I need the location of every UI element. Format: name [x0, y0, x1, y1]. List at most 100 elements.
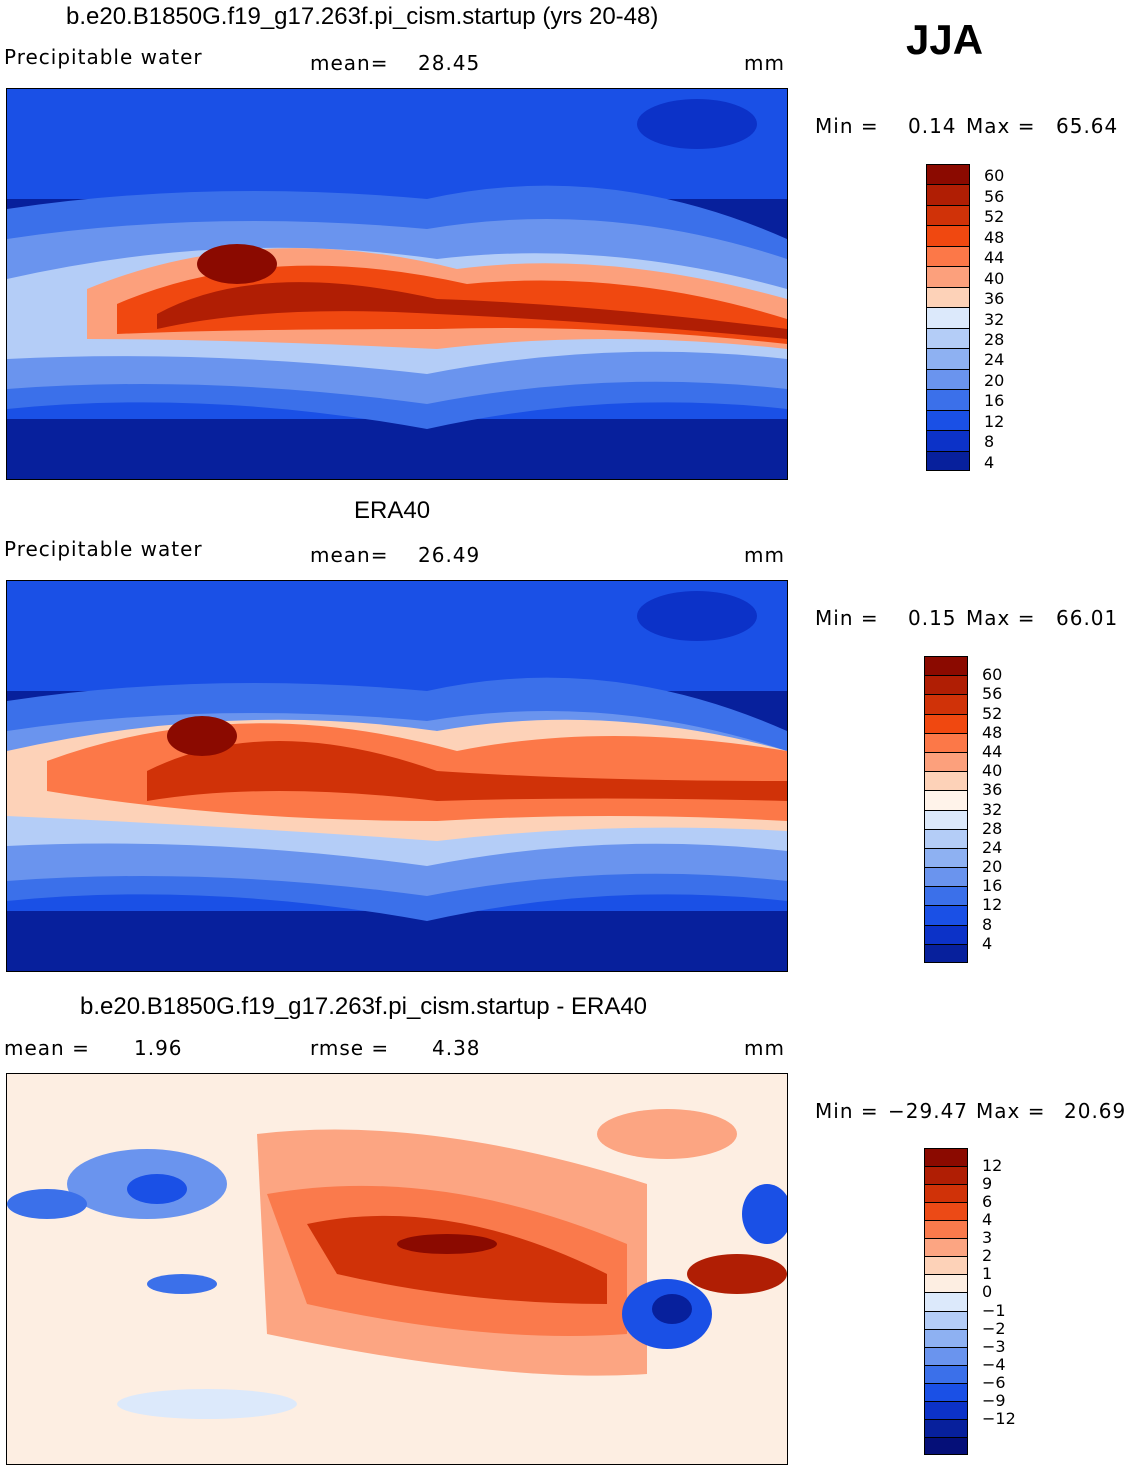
panel-diff-mean-value: 1.96 [134, 1036, 183, 1060]
colorbar-tick-label: 0 [982, 1282, 993, 1302]
panel-model-colorbar: 60 56 52 48 44 40 36 32 28 24 20 16 12 8 4 [926, 164, 1004, 471]
colorbar-swatch [926, 348, 970, 369]
colorbar-tick-label: −1 [982, 1300, 1006, 1320]
colorbar-swatch [924, 713, 968, 733]
colorbar-swatch [924, 886, 968, 906]
colorbar-tick-label: 36 [984, 289, 1005, 309]
colorbar-swatch [926, 184, 970, 205]
colorbar-swatch [924, 847, 968, 868]
colorbar-swatch [924, 1238, 968, 1257]
panel-obs-title: ERA40 [354, 497, 431, 524]
colorbar-tick-label: 3 [982, 1228, 993, 1248]
panel-model-title: b.e20.B1850G.f19_g17.263f.pi_cism.startu… [66, 3, 659, 30]
colorbar-tick-label: 4 [984, 452, 995, 472]
colorbar-tick-label: 24 [984, 350, 1005, 370]
colorbar-swatch [924, 771, 968, 791]
panel-obs-variable-label: Precipitable water [4, 537, 203, 561]
colorbar-tick-label: 40 [984, 268, 1005, 288]
colorbar-swatch [924, 1292, 968, 1311]
colorbar-swatch [924, 1310, 968, 1329]
colorbar-swatch [924, 1274, 968, 1293]
colorbar-outline [924, 1148, 968, 1455]
panel-diff-map [6, 1073, 788, 1465]
colorbar-swatch [924, 828, 968, 848]
colorbar-swatch [926, 389, 970, 410]
colorbar-tick-label: 48 [984, 227, 1005, 247]
colorbar-tick-label: 8 [982, 914, 993, 934]
colorbar-tick-label: 28 [984, 329, 1005, 349]
colorbar-tick-label: 12 [982, 895, 1003, 915]
panel-model-max-label: Max = [966, 114, 1036, 138]
colorbar-swatch [924, 943, 968, 963]
colorbar-swatch [926, 327, 970, 349]
colorbar-tick-label: 44 [982, 741, 1003, 761]
panel-model-mean-value: 28.45 [418, 51, 481, 75]
colorbar-tick-label: 40 [982, 761, 1003, 781]
colorbar-swatch [926, 307, 970, 328]
colorbar-swatch [926, 430, 970, 451]
panel-obs-min-label: Min = [815, 606, 879, 630]
colorbar-tick-label: 60 [982, 665, 1003, 685]
panel-obs-mean-label: mean= [310, 543, 389, 567]
colorbar-swatch [924, 1400, 968, 1419]
colorbar-swatch [924, 1418, 968, 1437]
panel-model-units: mm [744, 51, 785, 75]
panel-obs-mean-value: 26.49 [418, 543, 481, 567]
colorbar-swatch [924, 751, 968, 772]
panel-model-map [6, 88, 788, 480]
panel-model-max-value: 65.64 [1056, 114, 1119, 138]
colorbar-tick-label: 16 [984, 391, 1005, 411]
colorbar-swatch [924, 924, 968, 944]
colorbar-tick-label: 1 [982, 1264, 993, 1284]
panel-obs-max-label: Max = [966, 606, 1036, 630]
colorbar-tick-label: 56 [984, 186, 1005, 206]
colorbar-tick-label: 6 [982, 1192, 993, 1212]
colorbar-tick-label: −6 [982, 1372, 1006, 1392]
colorbar-swatch [924, 1256, 968, 1275]
colorbar-tick-label: 4 [982, 933, 993, 953]
season-label: JJA [906, 16, 984, 63]
colorbar-swatch [924, 1166, 968, 1185]
colorbar-swatch [924, 694, 968, 714]
panel-model-mean-label: mean= [310, 51, 389, 75]
colorbar-swatch [924, 1436, 968, 1455]
panel-diff-max-label: Max = [976, 1099, 1046, 1123]
colorbar-swatch [924, 1202, 968, 1221]
colorbar-tick-label: 60 [984, 166, 1005, 186]
colorbar-tick-label: 8 [984, 432, 995, 452]
panel-model-min-value: 0.14 [908, 114, 957, 138]
colorbar-tick-label: 32 [984, 309, 1005, 329]
colorbar-tick-label: 16 [982, 876, 1003, 896]
colorbar-tick-label: −9 [982, 1390, 1006, 1410]
colorbar-swatch [924, 809, 968, 829]
panel-diff-colorbar: 12 9 6 4 3 2 1 0 −1 −2 −3 −4 −6 −9 −12 [924, 1148, 1016, 1455]
panel-diff-min-label: Min = [815, 1099, 879, 1123]
colorbar-tick-label: 24 [982, 837, 1003, 857]
colorbar-tick-label: 32 [982, 799, 1003, 819]
colorbar-swatch [924, 1220, 968, 1239]
colorbar-tick-label: 20 [984, 370, 1005, 390]
colorbar-tick-label: 2 [982, 1246, 993, 1266]
colorbar-tick-label: 44 [984, 248, 1005, 268]
colorbar-tick-label: 52 [982, 703, 1003, 723]
panel-diff-max-value: 20.69 [1064, 1099, 1127, 1123]
panel-obs-units: mm [744, 543, 785, 567]
colorbar-swatch [926, 409, 970, 431]
colorbar-outline [926, 164, 970, 471]
colorbar-swatch [924, 1328, 968, 1347]
colorbar-tick-label: −3 [982, 1336, 1006, 1356]
colorbar-tick-label: −2 [982, 1318, 1006, 1338]
colorbar-tick-label: 56 [982, 684, 1003, 704]
colorbar-swatch [926, 204, 970, 226]
colorbar-swatch [924, 1364, 968, 1383]
colorbar-swatch [926, 266, 970, 287]
colorbar-swatch [924, 1148, 968, 1167]
colorbar-swatch [924, 732, 968, 752]
colorbar-swatch [926, 164, 970, 185]
panel-diff-title: b.e20.B1850G.f19_g17.263f.pi_cism.startu… [80, 993, 648, 1020]
colorbar-tick-label: 12 [982, 1156, 1003, 1176]
panel-obs-max-value: 66.01 [1056, 606, 1119, 630]
colorbar-swatch [926, 286, 970, 308]
colorbar-tick-label: 9 [982, 1174, 993, 1194]
colorbar-tick-label: 28 [982, 818, 1003, 838]
